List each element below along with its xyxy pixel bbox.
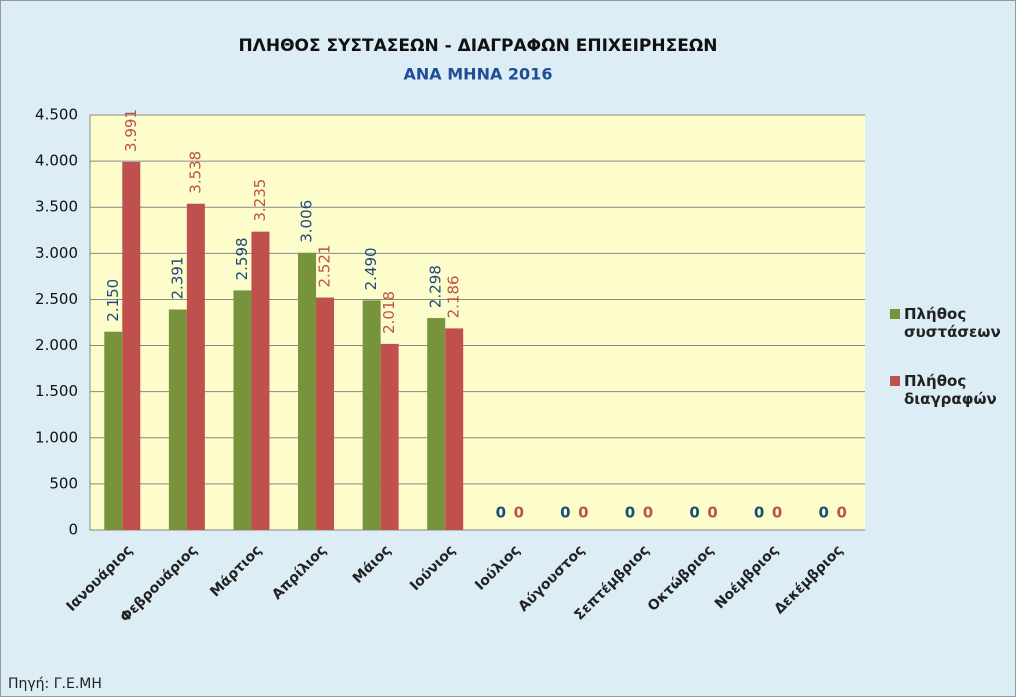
data-label: 0 [560,504,570,522]
data-label: 2.186 [445,275,463,318]
x-tick-label: Μάρτιος [207,542,265,600]
chart-title: ΠΛΗΘΟΣ ΣΥΣΤΑΣΕΩΝ - ΔΙΑΓΡΑΦΩΝ ΕΠΙΧΕΙΡΗΣΕΩ… [238,36,717,56]
x-tick-label: Οκτώβριος [645,542,717,614]
y-tick-label: 4.000 [35,152,78,170]
y-tick-label: 4.500 [35,106,78,124]
x-tick-label: Ιανουάριος [64,542,136,614]
data-label: 3.538 [186,151,204,194]
bar [362,300,381,530]
data-label: 0 [689,504,699,522]
data-label: 2.490 [362,247,380,290]
legend-label: Πλήθος διαγραφών [904,372,997,408]
x-tick-label: Δεκέμβριος [771,542,846,617]
data-label: 0 [772,504,782,522]
data-label: 2.018 [380,291,398,334]
chart-subtitle: ΑΝΑ ΜΗΝΑ 2016 [404,65,553,84]
bar [380,343,399,530]
y-tick-label: 500 [49,474,78,492]
legend-swatch [890,376,900,386]
data-label: 3.235 [251,179,269,222]
x-tick-label: Απρίλιος [269,542,330,603]
bar [186,203,205,530]
legend-swatch [890,309,900,319]
y-tick-label: 1.500 [35,382,78,400]
legend-item: Πλήθος συστάσεων [890,305,1010,341]
data-label: 0 [754,504,764,522]
data-label: 0 [643,504,653,522]
y-tick-label: 2.000 [35,336,78,354]
bar [233,290,252,530]
y-tick-label: 0 [68,521,78,539]
data-label: 0 [836,504,846,522]
legend-label: Πλήθος συστάσεων [904,305,1001,341]
y-tick-label: 3.500 [35,198,78,216]
y-tick-label: 1.000 [35,428,78,446]
data-label: 2.521 [316,245,334,288]
x-tick-label: Μάιος [350,542,394,586]
bar [298,252,317,530]
data-label: 2.150 [104,279,122,322]
bar [316,297,335,530]
bar [445,328,464,530]
data-label: 0 [578,504,588,522]
plot-area [90,115,865,530]
bar [168,309,187,530]
data-label: 0 [818,504,828,522]
bar [251,231,270,530]
bar [122,161,141,531]
source: Πηγή: Γ.Ε.ΜΗ [8,676,102,692]
x-tick-label: Ιούλιος [472,542,523,593]
x-tick-label: Νοέμβριος [712,542,782,612]
y-tick-label: 2.500 [35,290,78,308]
data-label: 0 [496,504,506,522]
y-tick-label: 3.000 [35,244,78,262]
data-label: 2.298 [427,265,445,308]
legend-item: Πλήθος διαγραφών [890,372,1010,408]
data-label: 2.391 [168,257,186,300]
data-label: 0 [514,504,524,522]
bar [104,331,123,530]
x-tick-label: Ιούνιος [407,542,459,594]
data-label: 3.006 [298,200,316,243]
x-tick-label: Αύγουστος [515,542,588,615]
data-label: 3.991 [122,109,140,152]
bar [427,318,446,530]
data-label: 0 [707,504,717,522]
data-label: 0 [625,504,635,522]
data-label: 2.598 [233,237,251,280]
